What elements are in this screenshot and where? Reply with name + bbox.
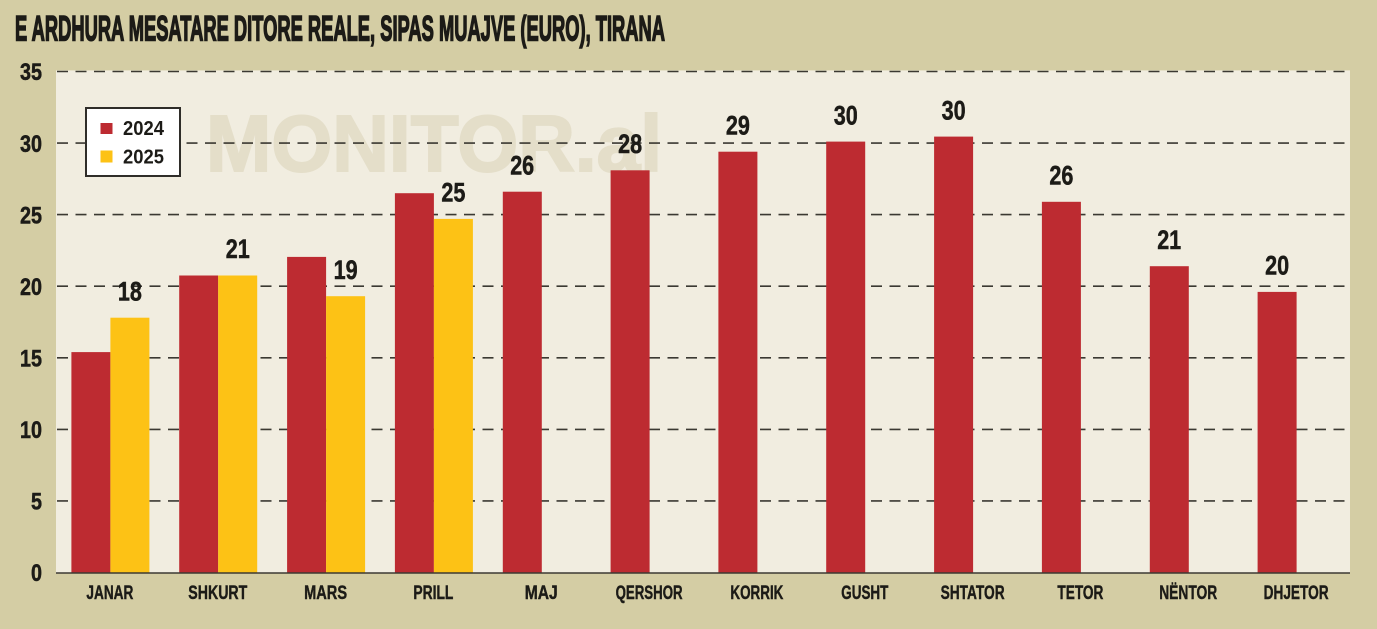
svg-text:15: 15	[20, 346, 42, 373]
svg-text:MARS: MARS	[304, 582, 347, 604]
svg-text:SHTATOR: SHTATOR	[941, 582, 1005, 604]
svg-text:30: 30	[942, 95, 966, 125]
svg-text:18: 18	[118, 276, 142, 306]
svg-text:26: 26	[1049, 161, 1073, 191]
svg-text:19: 19	[334, 255, 358, 285]
svg-text:20: 20	[1265, 251, 1289, 281]
svg-text:21: 21	[226, 234, 250, 264]
svg-text:26: 26	[510, 150, 534, 180]
svg-text:MAJ: MAJ	[525, 582, 558, 604]
svg-text:GUSHT: GUSHT	[841, 582, 888, 604]
svg-text:QERSHOR: QERSHOR	[616, 582, 683, 604]
svg-text:JANAR: JANAR	[86, 582, 133, 604]
svg-text:PRILL: PRILL	[413, 582, 453, 604]
svg-text:10: 10	[20, 417, 42, 444]
svg-text:25: 25	[20, 202, 42, 229]
svg-text:30: 30	[20, 131, 42, 158]
svg-text:DHJETOR: DHJETOR	[1264, 582, 1329, 604]
svg-text:21: 21	[1157, 225, 1181, 255]
svg-text:29: 29	[726, 110, 750, 140]
svg-text:25: 25	[441, 178, 465, 208]
svg-text:KORRIK: KORRIK	[730, 582, 783, 604]
svg-text:35: 35	[20, 59, 42, 86]
svg-text:30: 30	[834, 100, 858, 130]
svg-text:E ARDHURA MESATARE DITORE REAL: E ARDHURA MESATARE DITORE REALE, SIPAS M…	[15, 10, 665, 49]
svg-text:NËNTOR: NËNTOR	[1159, 581, 1217, 604]
svg-text:TETOR: TETOR	[1057, 582, 1103, 604]
svg-text:20: 20	[20, 274, 42, 301]
svg-text:0: 0	[31, 560, 42, 587]
svg-text:2025: 2025	[123, 145, 164, 168]
svg-text:2024: 2024	[123, 117, 165, 140]
svg-text:28: 28	[618, 129, 642, 159]
svg-text:SHKURT: SHKURT	[188, 582, 247, 604]
svg-text:5: 5	[31, 489, 42, 516]
